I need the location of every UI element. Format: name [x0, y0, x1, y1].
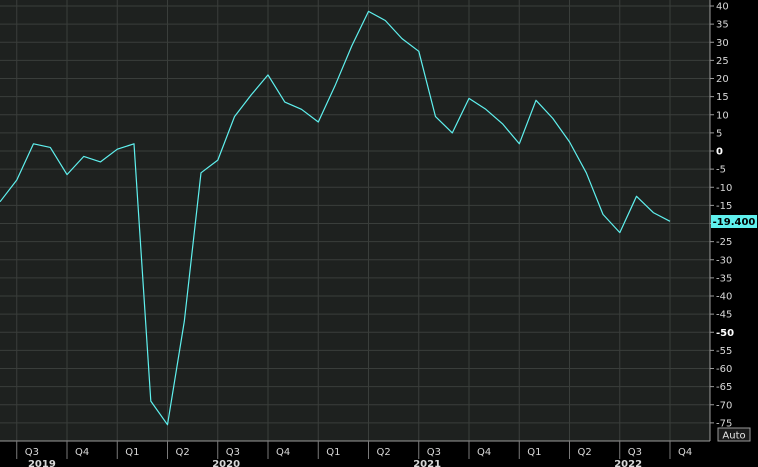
- x-tick-label: Q4: [75, 447, 89, 458]
- y-tick-label: -5: [716, 165, 726, 176]
- y-tick-label: -75: [716, 418, 732, 429]
- x-tick-label: Q3: [25, 447, 39, 458]
- y-tick-label: 30: [716, 38, 729, 49]
- x-year-label: 2020: [212, 459, 240, 467]
- last-value-badge: [711, 215, 757, 228]
- y-tick-label: -15: [716, 201, 732, 212]
- x-tick-label: Q4: [477, 447, 491, 458]
- x-year-label: 2021: [413, 459, 441, 467]
- y-tick-label: -10: [716, 183, 732, 194]
- y-tick-label: 25: [716, 56, 729, 67]
- x-axis-ticks: Q3 Q4 Q1 Q2 Q3 Q4 Q1 Q2 Q3 Q4 Q1 Q2 Q3 Q4 2019 2020 2021…: [16, 441, 692, 467]
- y-tick-label: -65: [716, 382, 732, 393]
- y-tick-label: -60: [716, 364, 732, 375]
- x-tick-label: Q1: [125, 447, 139, 458]
- x-tick-label: Q3: [226, 447, 240, 458]
- y-tick-label: -55: [716, 346, 732, 357]
- horizontal-gridlines: [0, 5, 710, 424]
- auto-button-label[interactable]: Auto: [722, 431, 745, 442]
- vertical-gridlines: [16, 0, 671, 441]
- x-tick-label: Q2: [176, 447, 190, 458]
- x-tick-label: Q3: [427, 447, 441, 458]
- y-axis-ticks: 4035302520151050-5-10-15-20-25-30-35-40-…: [710, 2, 734, 429]
- auto-button-frame[interactable]: [717, 427, 751, 442]
- x-tick-label: Q4: [678, 447, 692, 458]
- series-line: [0, 10, 671, 426]
- y-tick-label: 20: [716, 74, 729, 85]
- x-tick-label: Q2: [578, 447, 592, 458]
- series-layer: [0, 10, 671, 426]
- y-tick-label: 10: [716, 110, 729, 121]
- y-tick-label: 40: [716, 2, 729, 13]
- x-year-label: 2019: [28, 459, 56, 467]
- y-tick-label: -70: [716, 400, 732, 411]
- y-tick-label: 35: [716, 20, 729, 31]
- last-value-label: -19.400: [711, 215, 757, 228]
- y-tick-label: 0: [716, 147, 723, 158]
- y-tick-label: 15: [716, 92, 729, 103]
- x-year-label: 2022: [614, 459, 642, 467]
- y-tick-label: -50: [716, 328, 734, 339]
- y-tick-label: -40: [716, 292, 732, 303]
- y-tick-label: -25: [716, 237, 732, 248]
- x-tick-label: Q4: [276, 447, 290, 458]
- plot-area: [0, 0, 710, 441]
- auto-scale-button[interactable]: Auto: [717, 427, 751, 442]
- x-tick-label: Q1: [527, 447, 541, 458]
- y-tick-label: -30: [716, 255, 732, 266]
- last-value-text: -19.400: [713, 217, 756, 228]
- x-tick-label: Q1: [326, 447, 340, 458]
- x-tick-label: Q3: [628, 447, 642, 458]
- y-tick-label: 5: [716, 128, 722, 139]
- y-tick-label: -45: [716, 310, 732, 321]
- x-tick-label: Q2: [377, 447, 391, 458]
- y-tick-label: -35: [716, 273, 732, 284]
